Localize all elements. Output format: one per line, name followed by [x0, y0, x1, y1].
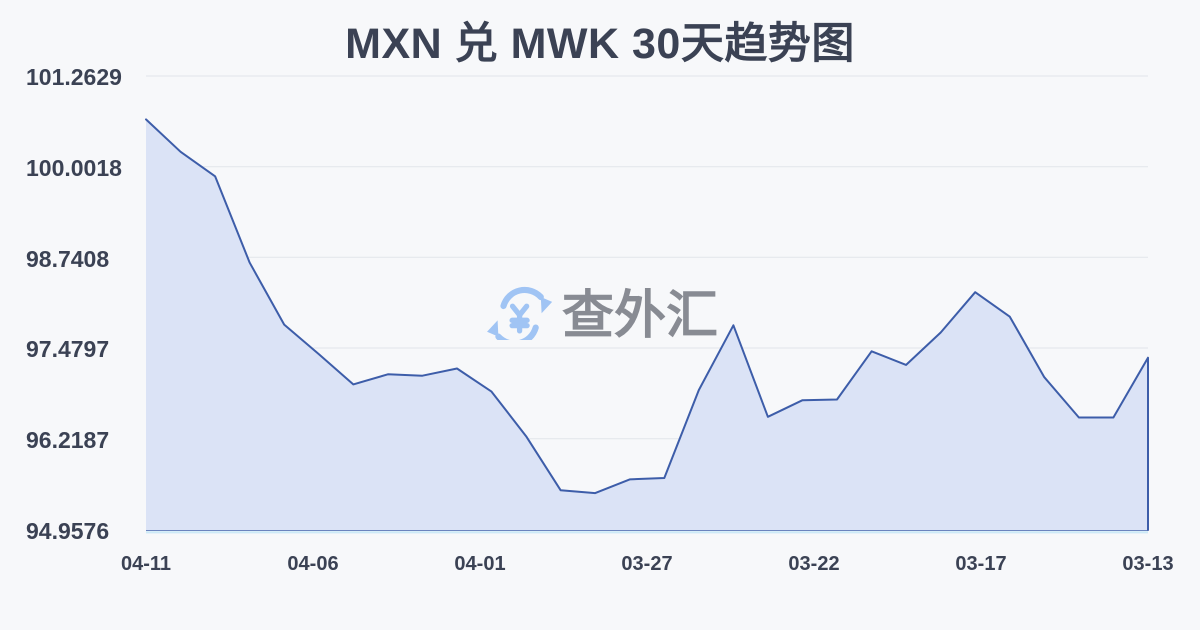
- svg-text:查外汇: 查外汇: [562, 287, 717, 340]
